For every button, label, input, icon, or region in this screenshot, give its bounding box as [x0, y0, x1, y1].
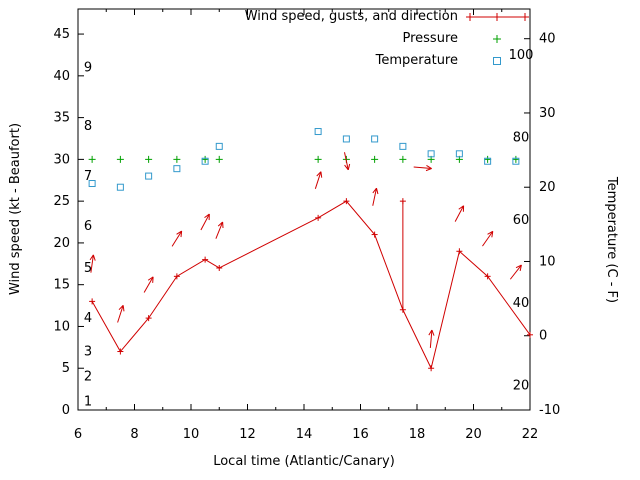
- x-axis-title: Local time (Atlantic/Canary): [213, 454, 395, 469]
- y-axis-right-temperature: -10 0 10 20 30 40: [524, 32, 560, 418]
- svg-text:6: 6: [74, 427, 82, 442]
- wind-speed-series: [89, 198, 533, 372]
- svg-text:3: 3: [84, 345, 92, 360]
- svg-text:8: 8: [130, 427, 138, 442]
- fahrenheit-scale-labels: 20 40 60 80 100: [509, 48, 534, 393]
- svg-text:25: 25: [53, 194, 70, 209]
- svg-text:12: 12: [239, 427, 256, 442]
- svg-text:40: 40: [539, 32, 556, 47]
- legend-label-temperature: Temperature: [375, 53, 458, 68]
- svg-text:14: 14: [296, 427, 313, 442]
- svg-text:30: 30: [539, 106, 556, 121]
- svg-text:45: 45: [53, 27, 70, 42]
- wind-direction-arrows: [89, 152, 522, 348]
- svg-text:18: 18: [409, 427, 426, 442]
- plot-border: [77, 8, 531, 411]
- svg-text:5: 5: [62, 361, 70, 376]
- svg-text:9: 9: [84, 60, 92, 75]
- x-axis: 6 8 10 12 14 16 18 20 22: [74, 9, 538, 442]
- svg-text:20: 20: [539, 180, 556, 195]
- svg-text:60: 60: [513, 213, 530, 228]
- svg-text:20: 20: [465, 427, 482, 442]
- svg-text:4: 4: [84, 311, 92, 326]
- legend-markers: [466, 13, 529, 65]
- svg-text:1: 1: [84, 395, 92, 410]
- svg-text:35: 35: [53, 111, 70, 126]
- svg-text:6: 6: [84, 219, 92, 234]
- legend-label-pressure: Pressure: [402, 31, 458, 46]
- svg-text:10: 10: [539, 254, 556, 269]
- svg-text:2: 2: [84, 370, 92, 385]
- svg-text:20: 20: [513, 378, 530, 393]
- y-axis-left-wind: 0 5 10 15 20 25 30 35 40 45: [53, 27, 84, 418]
- svg-text:16: 16: [352, 427, 369, 442]
- svg-text:15: 15: [53, 278, 70, 293]
- svg-text:100: 100: [509, 48, 534, 63]
- beaufort-scale-labels: 1 2 3 4 5 6 7 8 9: [84, 60, 92, 409]
- svg-text:10: 10: [183, 427, 200, 442]
- temperature-series: [88, 128, 520, 191]
- svg-text:30: 30: [53, 152, 70, 167]
- svg-text:-10: -10: [539, 403, 560, 418]
- svg-text:10: 10: [53, 319, 70, 334]
- svg-text:22: 22: [522, 427, 539, 442]
- svg-text:0: 0: [539, 329, 547, 344]
- svg-text:7: 7: [84, 169, 92, 184]
- y-axis-title-right: Temperature (C - F): [604, 176, 619, 304]
- svg-text:5: 5: [84, 261, 92, 276]
- svg-text:40: 40: [53, 69, 70, 84]
- legend-label-wind: Wind speed, gusts, and direction: [244, 9, 458, 24]
- svg-text:20: 20: [53, 236, 70, 251]
- svg-text:8: 8: [84, 119, 92, 134]
- svg-text:40: 40: [513, 296, 530, 311]
- y-axis-title-left: Wind speed (kt - Beaufort): [8, 122, 23, 296]
- svg-text:80: 80: [513, 130, 530, 145]
- svg-text:0: 0: [62, 403, 70, 418]
- gust-series: [399, 198, 406, 310]
- pressure-series: [88, 155, 520, 163]
